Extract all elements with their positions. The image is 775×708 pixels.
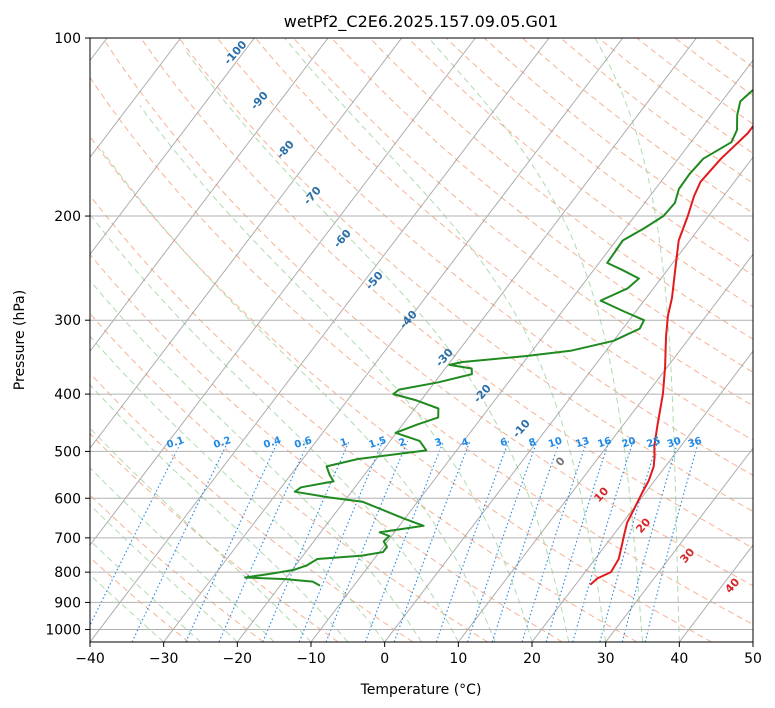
mixing-ratio-label: 3 [434,437,444,450]
dry-adiabat [90,432,339,642]
mixing-ratio-label: 8 [528,437,538,450]
x-tick-label: 0 [380,651,389,667]
moist-adiabat [284,38,607,642]
isotherm-line [90,38,329,353]
moist-adiabat [185,50,570,642]
mixing-ratio-label: 10 [547,436,564,451]
dry-adiabat [254,38,753,441]
mixing-ratio-label: 16 [596,436,613,451]
moist-adiabat [90,279,422,642]
y-tick-label: 200 [54,209,81,225]
dry-adiabat [293,38,753,407]
mixing-ratio-label: 1.5 [367,435,387,451]
dry-adiabat [90,372,414,642]
isotherm-line [163,38,624,642]
x-tick-label: −20 [223,651,253,667]
dry-adiabat [216,38,753,476]
x-tick-label: 10 [449,651,467,667]
temperature-line [589,124,753,586]
chart-title: wetPf2_C2E6.2025.157.09.05.G01 [284,12,558,32]
mixing-ratio-label: 0.6 [293,435,313,451]
x-tick-label: 40 [670,651,688,667]
dry-adiabat [90,135,712,642]
y-tick-label: 500 [54,444,81,460]
mixing-ratio-label: 0.1 [165,435,185,451]
mixing-ratio-line [644,440,700,642]
x-tick-label: −30 [149,651,179,667]
moist-adiabat [90,384,349,642]
mixing-ratio-label: 2 [397,437,407,450]
mixing-ratio-label: 13 [574,436,591,451]
x-tick-label: 30 [597,651,615,667]
mixing-ratio-line [572,440,634,642]
dry-adiabat [331,38,753,373]
y-tick-label: 800 [54,565,81,581]
x-tick-label: 20 [523,651,541,667]
x-axis-label: Temperature (°C) [360,682,482,698]
isotherm-line [310,59,753,642]
isotherm-line [752,641,753,642]
mixing-ratio-line [262,440,350,642]
moist-adiabat [139,105,533,642]
moist-adiabat [90,467,275,642]
mixing-ratio-line [545,440,610,642]
y-tick-label: 100 [54,31,81,47]
isotherm-line [90,38,255,256]
moist-adiabat [90,573,165,642]
x-tick-label: −40 [75,651,105,667]
mixing-ratio-label: 36 [687,436,704,451]
mixing-ratio-label: 25 [645,436,662,451]
mixing-ratio-line [435,440,510,642]
dewpoint-line [244,88,753,587]
moist-adiabat [594,38,680,642]
mixing-ratio-line [90,440,183,627]
mixing-ratio-line [185,440,279,642]
mixing-ratio-label: 1 [339,437,349,450]
isotherm-line [236,38,697,642]
y-tick-label: 400 [54,387,81,403]
mixing-ratio-label: 0.2 [212,435,232,451]
moist-adiabat [428,38,643,642]
mixing-ratio-label: 4 [460,437,470,450]
mixing-ratio-line [521,440,588,642]
y-tick-label: 600 [54,491,81,507]
plot-background [90,38,753,642]
axes: −40 −30 −20 −10 0 10 20 30 40 5010020030040050060… [45,31,762,667]
x-tick-label: 50 [744,651,762,667]
y-tick-label: 700 [54,531,81,547]
dry-adiabat [90,194,638,642]
mixing-ratio-line [393,440,471,642]
y-tick-label: 900 [54,595,81,611]
isotherm-line [90,38,476,546]
plot-frame [89,37,754,643]
moist-adiabat [90,335,386,642]
mixing-ratio-line [218,440,310,642]
sounding-series [244,88,753,587]
mixing-ratio-line [599,440,659,642]
mixing-ratio-label: 0.4 [262,435,282,451]
y-axis-label: Pressure (hPa) [12,290,28,390]
isotherm-line [605,447,753,642]
moist-adiabat [90,539,201,642]
y-tick-label: 300 [54,313,81,329]
isotherm-line [90,38,403,449]
mixing-ratio-line [621,440,679,642]
isotherm-line [531,350,753,642]
moist-adiabat [90,213,459,642]
x-tick-label: −10 [296,651,326,667]
isotherm-line [90,38,550,642]
mixing-ratio-label: 20 [621,436,638,451]
isotherm-line [90,38,182,159]
mixing-ratio-label: 30 [666,436,683,451]
isotherm-line [457,253,753,642]
mixing-ratio-label: 6 [499,437,509,450]
y-tick-label: 1000 [45,622,81,638]
